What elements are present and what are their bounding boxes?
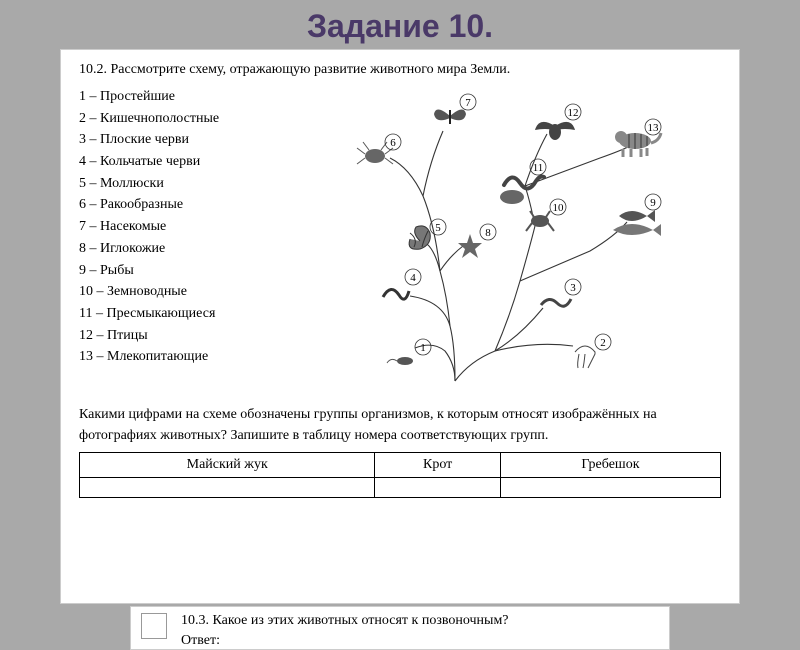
tree-node-bird: 12 [535, 104, 581, 140]
node-number: 5 [435, 222, 441, 234]
node-number: 11 [533, 162, 544, 174]
legend-item: 4 – Кольчатые черви [79, 151, 279, 173]
sub-task-text: Какое из этих животных относят к позвоно… [213, 613, 509, 628]
tree-node-annelid: 4 [383, 269, 421, 299]
tree-node-snake: 11 [500, 159, 546, 204]
table-header-row: Майский жукКротГребешок [80, 453, 721, 478]
checkbox-icon [141, 613, 167, 639]
legend-item: 13 – Млекопитающие [79, 346, 279, 368]
tree-branch [423, 131, 443, 196]
legend-item: 12 – Птицы [79, 325, 279, 347]
tree-node-fish: 9 [613, 194, 661, 236]
answer-table: Майский жукКротГребешок [79, 452, 721, 498]
legend-item: 1 – Простейшие [79, 86, 279, 108]
legend-item: 3 – Плоские черви [79, 129, 279, 151]
node-number: 12 [568, 107, 579, 119]
node-number: 2 [600, 337, 606, 349]
tree-branch [520, 222, 627, 281]
table-column-header: Гребешок [500, 453, 720, 478]
legend-item: 9 – Рыбы [79, 260, 279, 282]
legend-item: 2 – Кишечнополостные [79, 108, 279, 130]
tree-node-protozoa: 1 [387, 339, 431, 365]
tree-node-jellyfish: 2 [575, 334, 611, 368]
content-row: 1 – Простейшие2 – Кишечнополостные3 – Пл… [79, 86, 721, 386]
task-text: Рассмотрите схему, отражающую развитие ж… [111, 62, 511, 77]
worksheet-sub: 10.3. Какое из этих животных относят к п… [130, 606, 670, 650]
task-header: 10.2. Рассмотрите схему, отражающую разв… [79, 62, 721, 78]
tree-svg: 12345678910111213 [289, 86, 721, 386]
node-number: 8 [485, 227, 491, 239]
tree-node-butterfly: 7 [434, 94, 476, 124]
page-title: Задание 10. [0, 0, 800, 49]
legend-item: 10 – Земноводные [79, 281, 279, 303]
table-answer-cell[interactable] [375, 478, 500, 498]
legend-item: 11 – Пресмыкающиеся [79, 303, 279, 325]
worksheet-main: 10.2. Рассмотрите схему, отражающую разв… [60, 49, 740, 604]
node-number: 9 [650, 197, 656, 209]
sub-task-answer-label: Ответ: [181, 633, 659, 649]
tree-node-tiger: 13 [615, 119, 661, 157]
tree-node-mollusk: 5 [409, 219, 446, 249]
node-number: 3 [570, 282, 576, 294]
tree-branch [390, 158, 440, 271]
table-column-header: Крот [375, 453, 500, 478]
tree-node-frog: 10 [526, 199, 566, 231]
tree-branch [495, 226, 535, 351]
node-number: 10 [553, 202, 565, 214]
tree-node-crab: 6 [357, 134, 401, 164]
sub-task-number: 10.3. [181, 613, 209, 628]
legend-item: 8 – Иглокожие [79, 238, 279, 260]
table-column-header: Майский жук [80, 453, 375, 478]
legend-item: 5 – Моллюски [79, 173, 279, 195]
tree-node-starfish: 8 [458, 224, 496, 258]
sub-task-header: 10.3. Какое из этих животных относят к п… [181, 613, 659, 629]
legend-list: 1 – Простейшие2 – Кишечнополостные3 – Пл… [79, 86, 279, 386]
node-number: 7 [465, 97, 471, 109]
table-answer-cell[interactable] [500, 478, 720, 498]
node-number: 13 [648, 122, 660, 134]
tree-branch [455, 344, 573, 381]
question-text: Какими цифрами на схеме обозначены групп… [79, 404, 721, 446]
legend-item: 7 – Насекомые [79, 216, 279, 238]
table-answer-cell[interactable] [80, 478, 375, 498]
tree-branch [440, 246, 463, 271]
legend-item: 6 – Ракообразные [79, 194, 279, 216]
task-number: 10.2. [79, 62, 107, 77]
node-number: 6 [390, 137, 396, 149]
node-number: 4 [410, 272, 416, 284]
table-answer-row [80, 478, 721, 498]
node-number: 1 [420, 342, 426, 354]
evolution-tree-diagram: 12345678910111213 [289, 86, 721, 386]
tree-node-flatworm: 3 [541, 279, 581, 306]
